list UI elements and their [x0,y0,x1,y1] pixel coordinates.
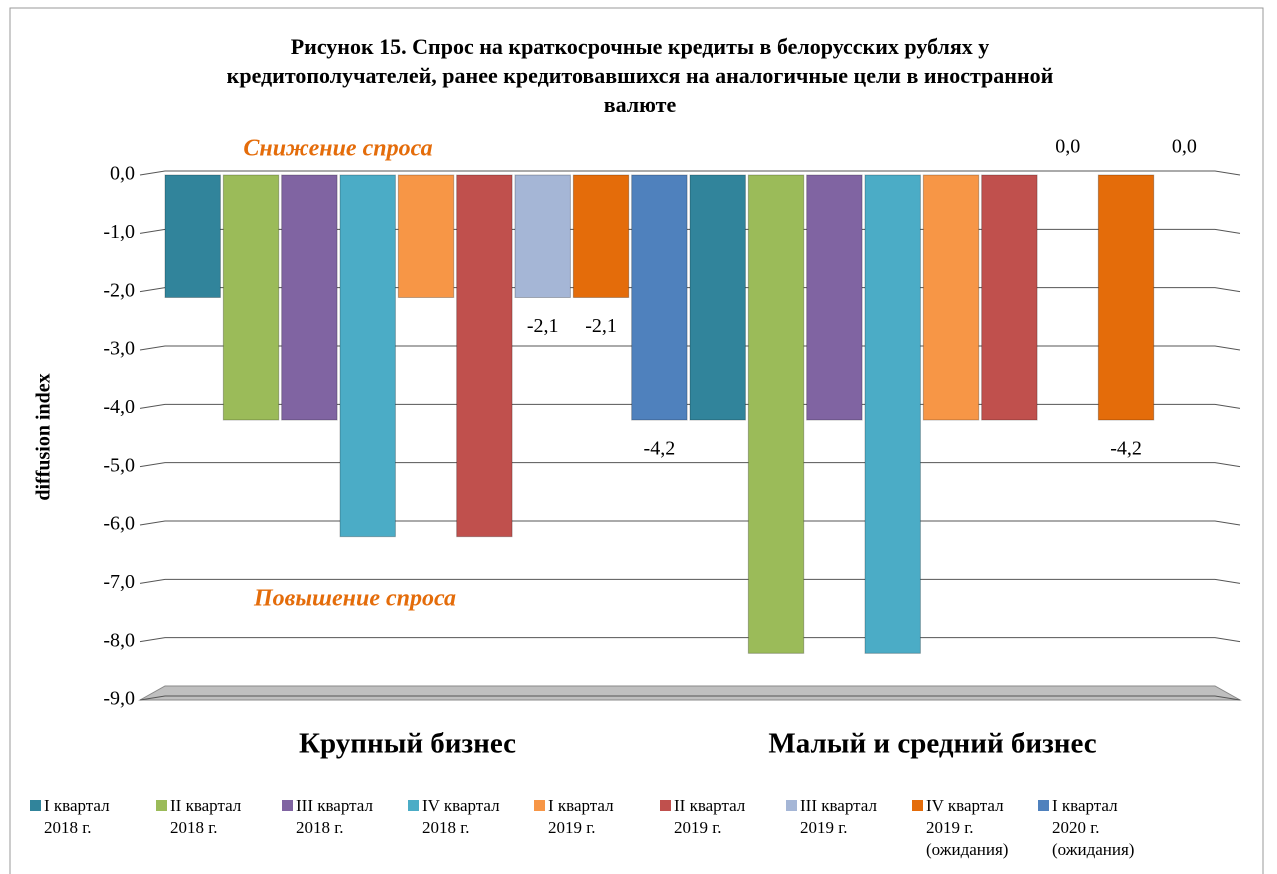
y-tick-label: -1,0 [103,221,135,243]
y-tick-label: 0,0 [110,163,135,185]
legend-swatch [660,800,671,811]
bar [1097,174,1155,421]
bar [922,174,980,421]
legend-label: IV квартал 2019 г. (ожидания) [926,796,1009,859]
data-label: 0,0 [1055,136,1080,158]
legend-item: IV квартал 2019 г. (ожидания) [912,795,1038,861]
chart-title: Рисунок 15. Спрос на краткосрочные креди… [226,34,1054,117]
legend-item: IV квартал 2018 г. [408,795,534,861]
legend-label: III квартал 2018 г. [296,796,373,837]
grid-line [139,170,1241,176]
legend-label: I квартал 2020 г. (ожидания) [1052,796,1135,859]
grid-line [139,695,1241,701]
y-tick-label: -2,0 [103,279,135,301]
legend-item: III квартал 2018 г. [282,795,408,861]
bar [222,174,280,421]
legend-swatch [156,800,167,811]
legend-label: II квартал 2019 г. [674,796,746,837]
frame [9,7,1264,874]
legend-item: I квартал 2019 г. [534,795,660,861]
bar [456,174,513,538]
grid-line [139,578,1241,584]
annotation: Повышение спроса [253,586,456,612]
legend-swatch [408,800,419,811]
legend-label: I квартал 2019 г. [548,796,614,837]
y-tick-label: -8,0 [103,629,135,651]
y-tick-label: -7,0 [103,571,135,593]
bar [572,174,630,298]
bar [981,174,1038,421]
legend-label: IV квартал 2018 г. [422,796,500,837]
legend-item: I квартал 2020 г. (ожидания) [1038,795,1164,861]
x-tick-label: Крупный бизнес [299,728,516,760]
grid-line [139,520,1241,526]
legend-swatch [912,800,923,811]
legend-swatch [1038,800,1049,811]
floor [138,685,1242,701]
grid-line [139,462,1241,468]
legend-swatch [534,800,545,811]
y-tick-label: -3,0 [103,338,135,360]
legend-item: III квартал 2019 г. [786,795,912,861]
data-label: 0,0 [1172,136,1197,158]
bar [747,174,805,654]
legend-swatch [786,800,797,811]
legend-item: II квартал 2019 г. [660,795,786,861]
y-axis-label: diffusion index [33,373,55,500]
bar [514,174,571,298]
data-label: -2,1 [585,315,617,337]
legend-item: II квартал 2018 г. [156,795,282,861]
legend-label: II квартал 2018 г. [170,796,242,837]
bar [164,174,221,298]
bar [806,174,863,421]
data-label: -4,2 [1110,438,1142,460]
y-tick-label: -9,0 [103,688,135,710]
y-tick-label: -5,0 [103,454,135,476]
x-tick-label: Малый и средний бизнес [768,728,1096,760]
data-label: -2,1 [527,315,559,337]
grid-line [139,637,1241,643]
bar [397,174,455,298]
bar [689,174,746,421]
annotation: Снижение спроса [243,136,432,162]
bar [864,174,921,654]
y-tick-label: -4,0 [103,396,135,418]
bar [281,174,338,421]
y-tick-label: -6,0 [103,513,135,535]
legend-swatch [30,800,41,811]
legend-label: III квартал 2019 г. [800,796,877,837]
bar [339,174,396,538]
legend: I квартал 2018 г. II квартал 2018 г. III к… [30,795,1164,861]
bar [631,174,688,421]
data-label: -4,2 [644,438,676,460]
legend-swatch [282,800,293,811]
legend-item: I квартал 2018 г. [30,795,156,861]
legend-label: I квартал 2018 г. [44,796,110,837]
